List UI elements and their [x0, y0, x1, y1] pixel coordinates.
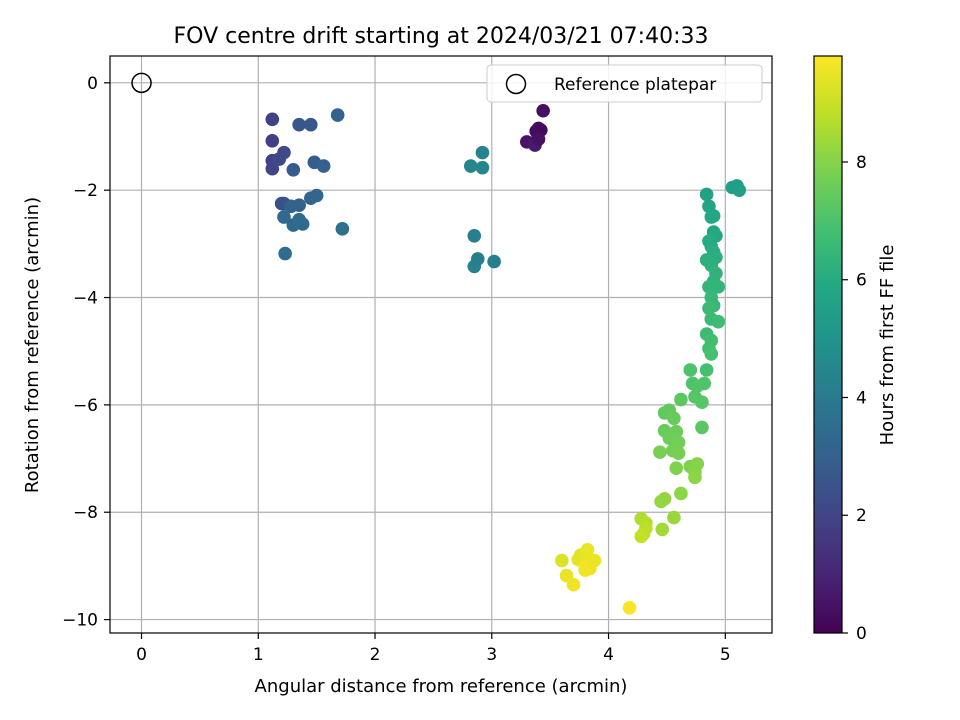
colorbar-tick-label: 8	[856, 153, 867, 173]
plot-axes	[109, 55, 773, 634]
data-point	[711, 314, 726, 329]
data-point	[711, 280, 726, 294]
data-point	[704, 210, 719, 224]
data-point	[265, 134, 280, 148]
legend-entry: Reference platepar	[554, 75, 716, 95]
data-point	[304, 117, 318, 132]
legend: Reference platepar	[486, 64, 763, 103]
colorbar-label: Hours from first FF file	[877, 245, 898, 446]
data-point	[555, 553, 569, 568]
data-point	[683, 363, 698, 377]
data-point	[475, 160, 490, 175]
data-point	[278, 246, 292, 261]
data-point	[292, 117, 306, 132]
colorbar-tick-label: 2	[856, 506, 867, 526]
y-tick-label: −10	[62, 611, 98, 631]
data-point	[475, 145, 490, 160]
data-point	[697, 376, 712, 391]
y-tick-label: −8	[73, 503, 98, 523]
data-point	[669, 461, 684, 476]
data-point	[531, 132, 546, 146]
colorbar-tick-label: 6	[856, 271, 867, 291]
data-point	[470, 252, 485, 266]
colorbar: 0 2 4 6 8	[813, 55, 867, 644]
reference-marker	[131, 72, 152, 94]
colorbar-tick-label: 4	[856, 388, 867, 408]
data-point	[587, 553, 602, 568]
data-point	[653, 445, 667, 459]
data-point	[667, 510, 681, 525]
data-point	[622, 600, 637, 615]
x-tick-label: 0	[136, 645, 147, 665]
x-tick-label: 4	[603, 645, 614, 665]
data-point	[702, 280, 716, 294]
data-point	[316, 159, 331, 173]
y-tick-label: 0	[87, 74, 98, 94]
data-point	[335, 222, 350, 236]
data-point	[699, 187, 714, 202]
data-point	[463, 159, 478, 173]
y-axis-label: Rotation from reference (arcmin)	[22, 197, 43, 493]
grid-lines	[110, 56, 772, 633]
data-point	[265, 112, 280, 127]
data-point	[695, 420, 709, 435]
y-tick-label: −6	[73, 396, 98, 416]
data-point	[566, 577, 581, 592]
data-point	[674, 392, 688, 407]
data-point	[536, 103, 550, 118]
x-tick-label: 2	[370, 645, 381, 665]
data-point	[674, 486, 688, 501]
legend-box	[486, 64, 763, 103]
data-point	[654, 494, 668, 509]
colorbar-frame	[813, 55, 843, 634]
y-tick-label: −2	[73, 181, 98, 201]
data-point	[655, 522, 670, 537]
data-point	[688, 470, 702, 485]
data-point	[671, 446, 686, 460]
data-point	[295, 217, 310, 231]
data-point	[578, 563, 592, 578]
data-point	[695, 395, 709, 410]
colorbar-gradient	[814, 56, 842, 633]
legend-marker	[505, 73, 527, 95]
reference-point	[131, 72, 152, 94]
data-point	[634, 529, 649, 544]
x-axis-label: Angular distance from reference (arcmin)	[255, 676, 628, 697]
plot-frame	[109, 55, 773, 634]
data-point	[277, 210, 291, 224]
y-tick-label: −4	[73, 289, 98, 309]
data-point	[309, 188, 324, 203]
data-point	[277, 145, 291, 160]
data-point	[286, 162, 301, 177]
data-point	[732, 183, 747, 197]
x-tick-label: 5	[720, 645, 731, 665]
data-points	[265, 103, 747, 615]
x-tick-label: 3	[486, 645, 497, 665]
data-point	[667, 411, 681, 426]
data-point	[580, 543, 595, 557]
colorbar-tick-label: 0	[856, 624, 867, 644]
chart-title: FOV centre drift starting at 2024/03/21 …	[174, 24, 709, 49]
data-point	[330, 108, 345, 122]
data-point	[704, 347, 719, 361]
axis-ticks: 0 1 2 3 4 5 0 −2 −4 −6 −8 −10	[62, 74, 731, 665]
data-point	[265, 161, 280, 176]
x-tick-label: 1	[253, 645, 264, 665]
data-point	[487, 254, 501, 269]
data-point	[292, 198, 306, 213]
data-point	[702, 301, 716, 316]
data-point	[467, 229, 482, 243]
data-point	[699, 363, 714, 377]
